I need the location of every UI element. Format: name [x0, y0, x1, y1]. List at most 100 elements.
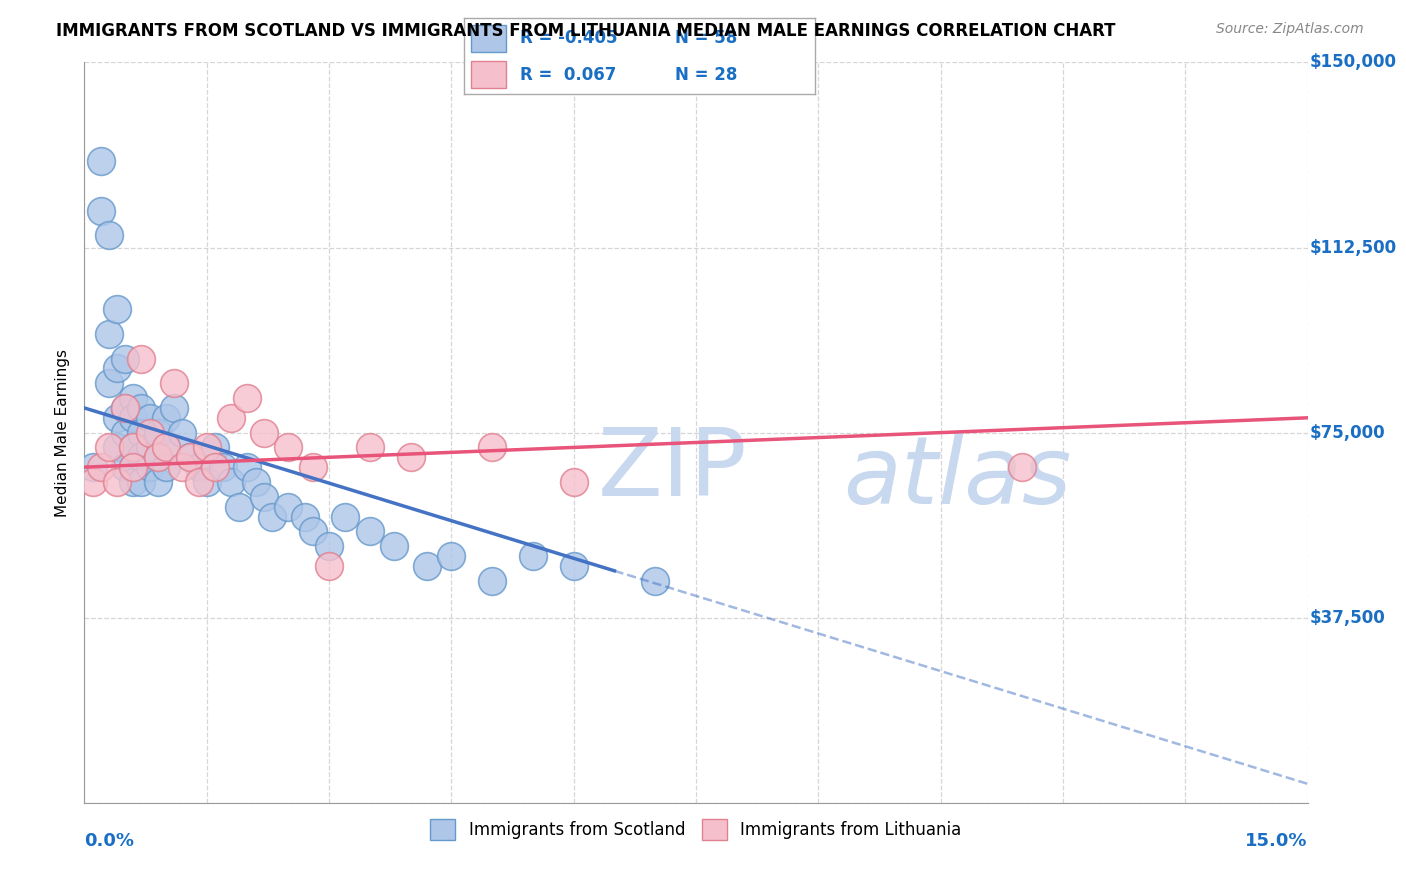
Point: [212, 460, 235, 475]
Point: [253, 490, 276, 504]
Point: [562, 558, 585, 573]
Point: [138, 425, 160, 440]
Point: [131, 401, 153, 415]
Point: [481, 441, 503, 455]
Point: [146, 450, 169, 465]
Point: [359, 524, 381, 539]
Point: [318, 539, 340, 553]
Bar: [471, 61, 506, 87]
Point: [228, 500, 250, 514]
Text: $37,500: $37,500: [1310, 608, 1386, 627]
Point: [219, 475, 242, 489]
Point: [155, 441, 177, 455]
Point: [155, 410, 177, 425]
Point: [260, 509, 283, 524]
Point: [155, 441, 177, 455]
Point: [253, 425, 276, 440]
Point: [131, 425, 153, 440]
Point: [163, 401, 186, 415]
Text: $75,000: $75,000: [1310, 424, 1386, 442]
Point: [122, 460, 145, 475]
Text: $150,000: $150,000: [1310, 54, 1398, 71]
Point: [172, 460, 194, 475]
Point: [195, 475, 218, 489]
Point: [146, 450, 169, 465]
Text: N = 28: N = 28: [675, 66, 737, 84]
Point: [522, 549, 544, 563]
Bar: [471, 26, 506, 52]
Point: [122, 475, 145, 489]
Point: [97, 376, 120, 391]
Point: [155, 460, 177, 475]
Point: [294, 509, 316, 524]
Point: [562, 475, 585, 489]
Point: [204, 441, 226, 455]
Point: [105, 410, 128, 425]
Point: [138, 441, 160, 455]
Point: [114, 460, 136, 475]
Point: [172, 425, 194, 440]
Point: [122, 460, 145, 475]
Point: [122, 410, 145, 425]
Point: [399, 450, 422, 465]
Point: [219, 410, 242, 425]
Point: [90, 460, 112, 475]
Point: [122, 391, 145, 405]
Legend: Immigrants from Scotland, Immigrants from Lithuania: Immigrants from Scotland, Immigrants fro…: [423, 813, 969, 847]
Point: [131, 475, 153, 489]
Point: [105, 441, 128, 455]
Point: [114, 425, 136, 440]
Point: [82, 475, 104, 489]
Point: [114, 401, 136, 415]
Point: [105, 302, 128, 317]
Point: [301, 524, 323, 539]
Point: [187, 475, 209, 489]
Point: [114, 351, 136, 366]
Point: [82, 460, 104, 475]
Point: [105, 361, 128, 376]
Point: [163, 376, 186, 391]
Point: [146, 425, 169, 440]
Point: [90, 203, 112, 218]
Text: atlas: atlas: [842, 432, 1071, 523]
Point: [644, 574, 666, 588]
Point: [481, 574, 503, 588]
Point: [105, 475, 128, 489]
Point: [138, 460, 160, 475]
Point: [204, 460, 226, 475]
Point: [90, 154, 112, 169]
Text: $112,500: $112,500: [1310, 238, 1398, 257]
Point: [195, 441, 218, 455]
Text: IMMIGRANTS FROM SCOTLAND VS IMMIGRANTS FROM LITHUANIA MEDIAN MALE EARNINGS CORRE: IMMIGRANTS FROM SCOTLAND VS IMMIGRANTS F…: [56, 22, 1116, 40]
Point: [179, 450, 201, 465]
Point: [277, 500, 299, 514]
Text: N = 58: N = 58: [675, 29, 737, 47]
Point: [335, 509, 357, 524]
Point: [187, 460, 209, 475]
Text: 0.0%: 0.0%: [84, 832, 135, 850]
Point: [122, 441, 145, 455]
Text: ZIP: ZIP: [598, 424, 748, 516]
Text: Source: ZipAtlas.com: Source: ZipAtlas.com: [1216, 22, 1364, 37]
Point: [359, 441, 381, 455]
Point: [318, 558, 340, 573]
Point: [97, 326, 120, 341]
Point: [114, 401, 136, 415]
Y-axis label: Median Male Earnings: Median Male Earnings: [55, 349, 70, 516]
Point: [131, 450, 153, 465]
Point: [97, 228, 120, 243]
Point: [146, 475, 169, 489]
Point: [301, 460, 323, 475]
Point: [179, 450, 201, 465]
Point: [1011, 460, 1033, 475]
Point: [382, 539, 405, 553]
Point: [277, 441, 299, 455]
Point: [440, 549, 463, 563]
Point: [416, 558, 439, 573]
Text: R =  0.067: R = 0.067: [520, 66, 617, 84]
Point: [131, 351, 153, 366]
Point: [236, 460, 259, 475]
Point: [245, 475, 267, 489]
Text: 15.0%: 15.0%: [1246, 832, 1308, 850]
Point: [122, 441, 145, 455]
